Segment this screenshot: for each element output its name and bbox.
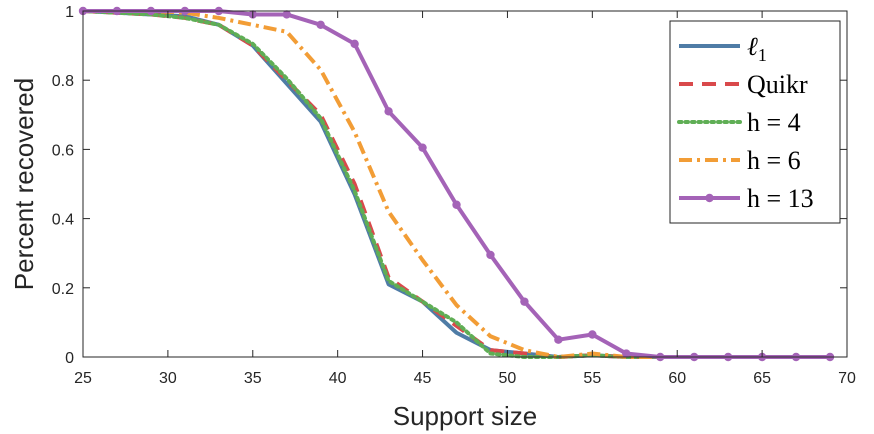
- y-axis-title: Percent recovered: [9, 78, 39, 290]
- y-tick-label: 0.2: [52, 281, 74, 298]
- data-point: [418, 143, 427, 152]
- legend-label: Quikr: [747, 70, 808, 99]
- x-tick-label: 50: [499, 370, 517, 387]
- axes-box: [82, 10, 848, 358]
- series-layer: [78, 6, 835, 362]
- x-tick-label: 65: [753, 370, 771, 387]
- legend-item-3: h = 4: [677, 108, 801, 137]
- legend-item-4: h = 6: [679, 146, 801, 175]
- y-tick-label: 0.4: [52, 212, 74, 229]
- legend-label: h = 6: [747, 146, 801, 175]
- data-point: [554, 335, 563, 344]
- axes-layer: 25 30 35 40 45 50 55 60 65 70 0 0.2 0.4 0.6 0.8 1: [52, 4, 856, 387]
- data-point: [316, 20, 325, 30]
- legend-item-1: ℓ1: [679, 32, 767, 65]
- legend-item-5: h = 13: [679, 184, 814, 213]
- data-point: [486, 250, 495, 260]
- x-tick-label: 30: [159, 370, 177, 387]
- data-point: [520, 297, 529, 306]
- x-tick-label: 60: [668, 370, 686, 387]
- legend-marker: [705, 193, 714, 203]
- legend: ℓ1 Quikr h = 4 h = 6 h = 13: [669, 20, 841, 224]
- data-point: [622, 349, 631, 358]
- y-tick-label: 0.8: [52, 73, 74, 90]
- series-line-4: [83, 9, 831, 359]
- x-axis-title: Support size: [393, 401, 538, 431]
- y-tick-label: 0.6: [52, 142, 74, 159]
- x-tick-label: 70: [838, 370, 856, 387]
- x-tick-label: 40: [329, 370, 347, 387]
- y-tick-label: 1: [65, 4, 74, 21]
- y-tick-label: 0: [65, 350, 74, 367]
- x-tick-label: 55: [583, 370, 601, 387]
- legend-label: ℓ1: [747, 32, 767, 65]
- x-tick-label: 35: [244, 370, 262, 387]
- x-tick-label: 45: [414, 370, 432, 387]
- data-point: [282, 10, 291, 19]
- legend-item-2: Quikr: [679, 70, 808, 99]
- legend-label: h = 13: [747, 184, 814, 213]
- data-point: [350, 39, 359, 49]
- legend-label: h = 4: [747, 108, 801, 137]
- x-tick-label: 25: [74, 370, 92, 387]
- data-point: [588, 330, 597, 339]
- data-point: [452, 200, 461, 209]
- data-point: [384, 107, 393, 116]
- series-4: [83, 9, 831, 359]
